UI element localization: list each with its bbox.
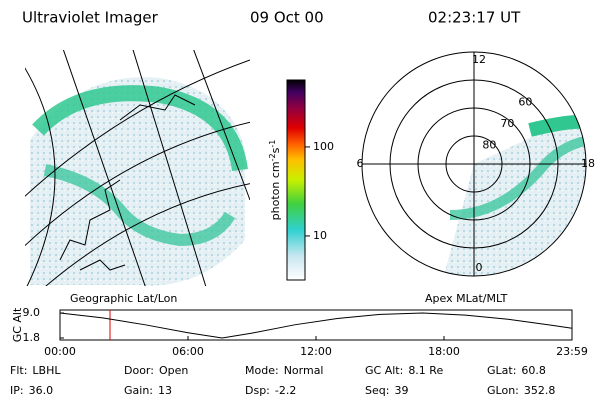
unit: s xyxy=(269,147,282,153)
unit: photon cm xyxy=(269,161,282,220)
mlt-label: 0 xyxy=(476,261,483,274)
info-value: 352.8 xyxy=(524,384,556,397)
map-label: Apex MLat/MLT xyxy=(425,292,508,305)
info-field: Door: Open xyxy=(124,364,188,377)
info-field: Dsp: -2.2 xyxy=(245,384,296,397)
unit-exp: -2 xyxy=(268,153,277,161)
info-label: Door: xyxy=(124,364,154,377)
info-label: Mode: xyxy=(245,364,279,377)
map-label: Geographic Lat/Lon xyxy=(70,292,177,305)
y-label: GC Alt xyxy=(11,307,24,342)
info-value: LBHL xyxy=(32,364,61,377)
info-label: GLat: xyxy=(487,364,516,377)
altitude-line xyxy=(59,312,573,339)
info-label: GC Alt: xyxy=(365,364,403,377)
mlt-label: 12 xyxy=(472,53,486,66)
aurora xyxy=(449,135,586,220)
coastline xyxy=(59,94,196,271)
instrument: Ultraviolet Imager xyxy=(22,9,159,27)
info-field: GC Alt: 8.1 Re xyxy=(365,364,443,377)
info-label: IP: xyxy=(10,384,24,397)
info-field: Seq: 39 xyxy=(365,384,408,397)
info-label: Gain: xyxy=(124,384,153,397)
polar-image xyxy=(440,110,586,276)
info-value: Open xyxy=(159,364,188,377)
y-tick-label: 1.8 xyxy=(23,331,41,344)
info-value: 60.8 xyxy=(521,364,546,377)
colorbar-tick-label: 100 xyxy=(313,140,334,153)
mlt-label: 18 xyxy=(581,157,595,170)
unit-exp: -1 xyxy=(268,140,277,148)
x-tick-label: 12:00 xyxy=(300,345,332,358)
plot-frame xyxy=(59,309,573,341)
info-label: Seq: xyxy=(365,384,389,397)
mlat-label: 80 xyxy=(482,139,496,152)
grid xyxy=(25,50,250,286)
colorbar-unit: photon cm-2s-1 xyxy=(268,140,283,221)
info-value: 36.0 xyxy=(29,384,54,397)
info-field: GLat: 60.8 xyxy=(487,364,546,377)
info-field: Mode: Normal xyxy=(245,364,324,377)
aurora xyxy=(32,85,248,172)
aurora xyxy=(528,114,586,137)
polar-ring xyxy=(417,107,531,221)
info-field: GLon: 352.8 xyxy=(487,384,555,397)
y-tick-label: 9.0 xyxy=(23,306,41,319)
geo-map xyxy=(25,50,250,286)
info-label: Dsp: xyxy=(245,384,270,397)
polar-ring xyxy=(445,135,503,193)
mlat-label: 60 xyxy=(518,96,532,109)
colorbar-tick-label: 10 xyxy=(313,229,327,242)
info-field: Gain: 13 xyxy=(124,384,172,397)
aurora xyxy=(43,164,236,247)
info-value: 39 xyxy=(394,384,408,397)
info-value: 13 xyxy=(158,384,172,397)
info-field: IP: 36.0 xyxy=(10,384,53,397)
date: 09 Oct 00 xyxy=(250,9,324,27)
time: 02:23:17 UT xyxy=(428,9,521,27)
polar-ring xyxy=(389,79,559,249)
x-tick-label: 06:00 xyxy=(172,345,204,358)
coverage xyxy=(440,110,586,276)
info-value: 8.1 Re xyxy=(408,364,443,377)
x-tick-label: 00:00 xyxy=(44,345,76,358)
info-label: Flt: xyxy=(10,364,27,377)
info-value: Normal xyxy=(284,364,324,377)
mlt-label: 6 xyxy=(357,157,364,170)
info-value: -2.2 xyxy=(275,384,296,397)
info-field: Flt: LBHL xyxy=(10,364,61,377)
mlat-label: 70 xyxy=(500,117,514,130)
info-label: GLon: xyxy=(487,384,519,397)
x-tick-label: 18:00 xyxy=(428,345,460,358)
x-tick-label: 23:59 xyxy=(556,345,588,358)
colorbar xyxy=(286,79,306,281)
